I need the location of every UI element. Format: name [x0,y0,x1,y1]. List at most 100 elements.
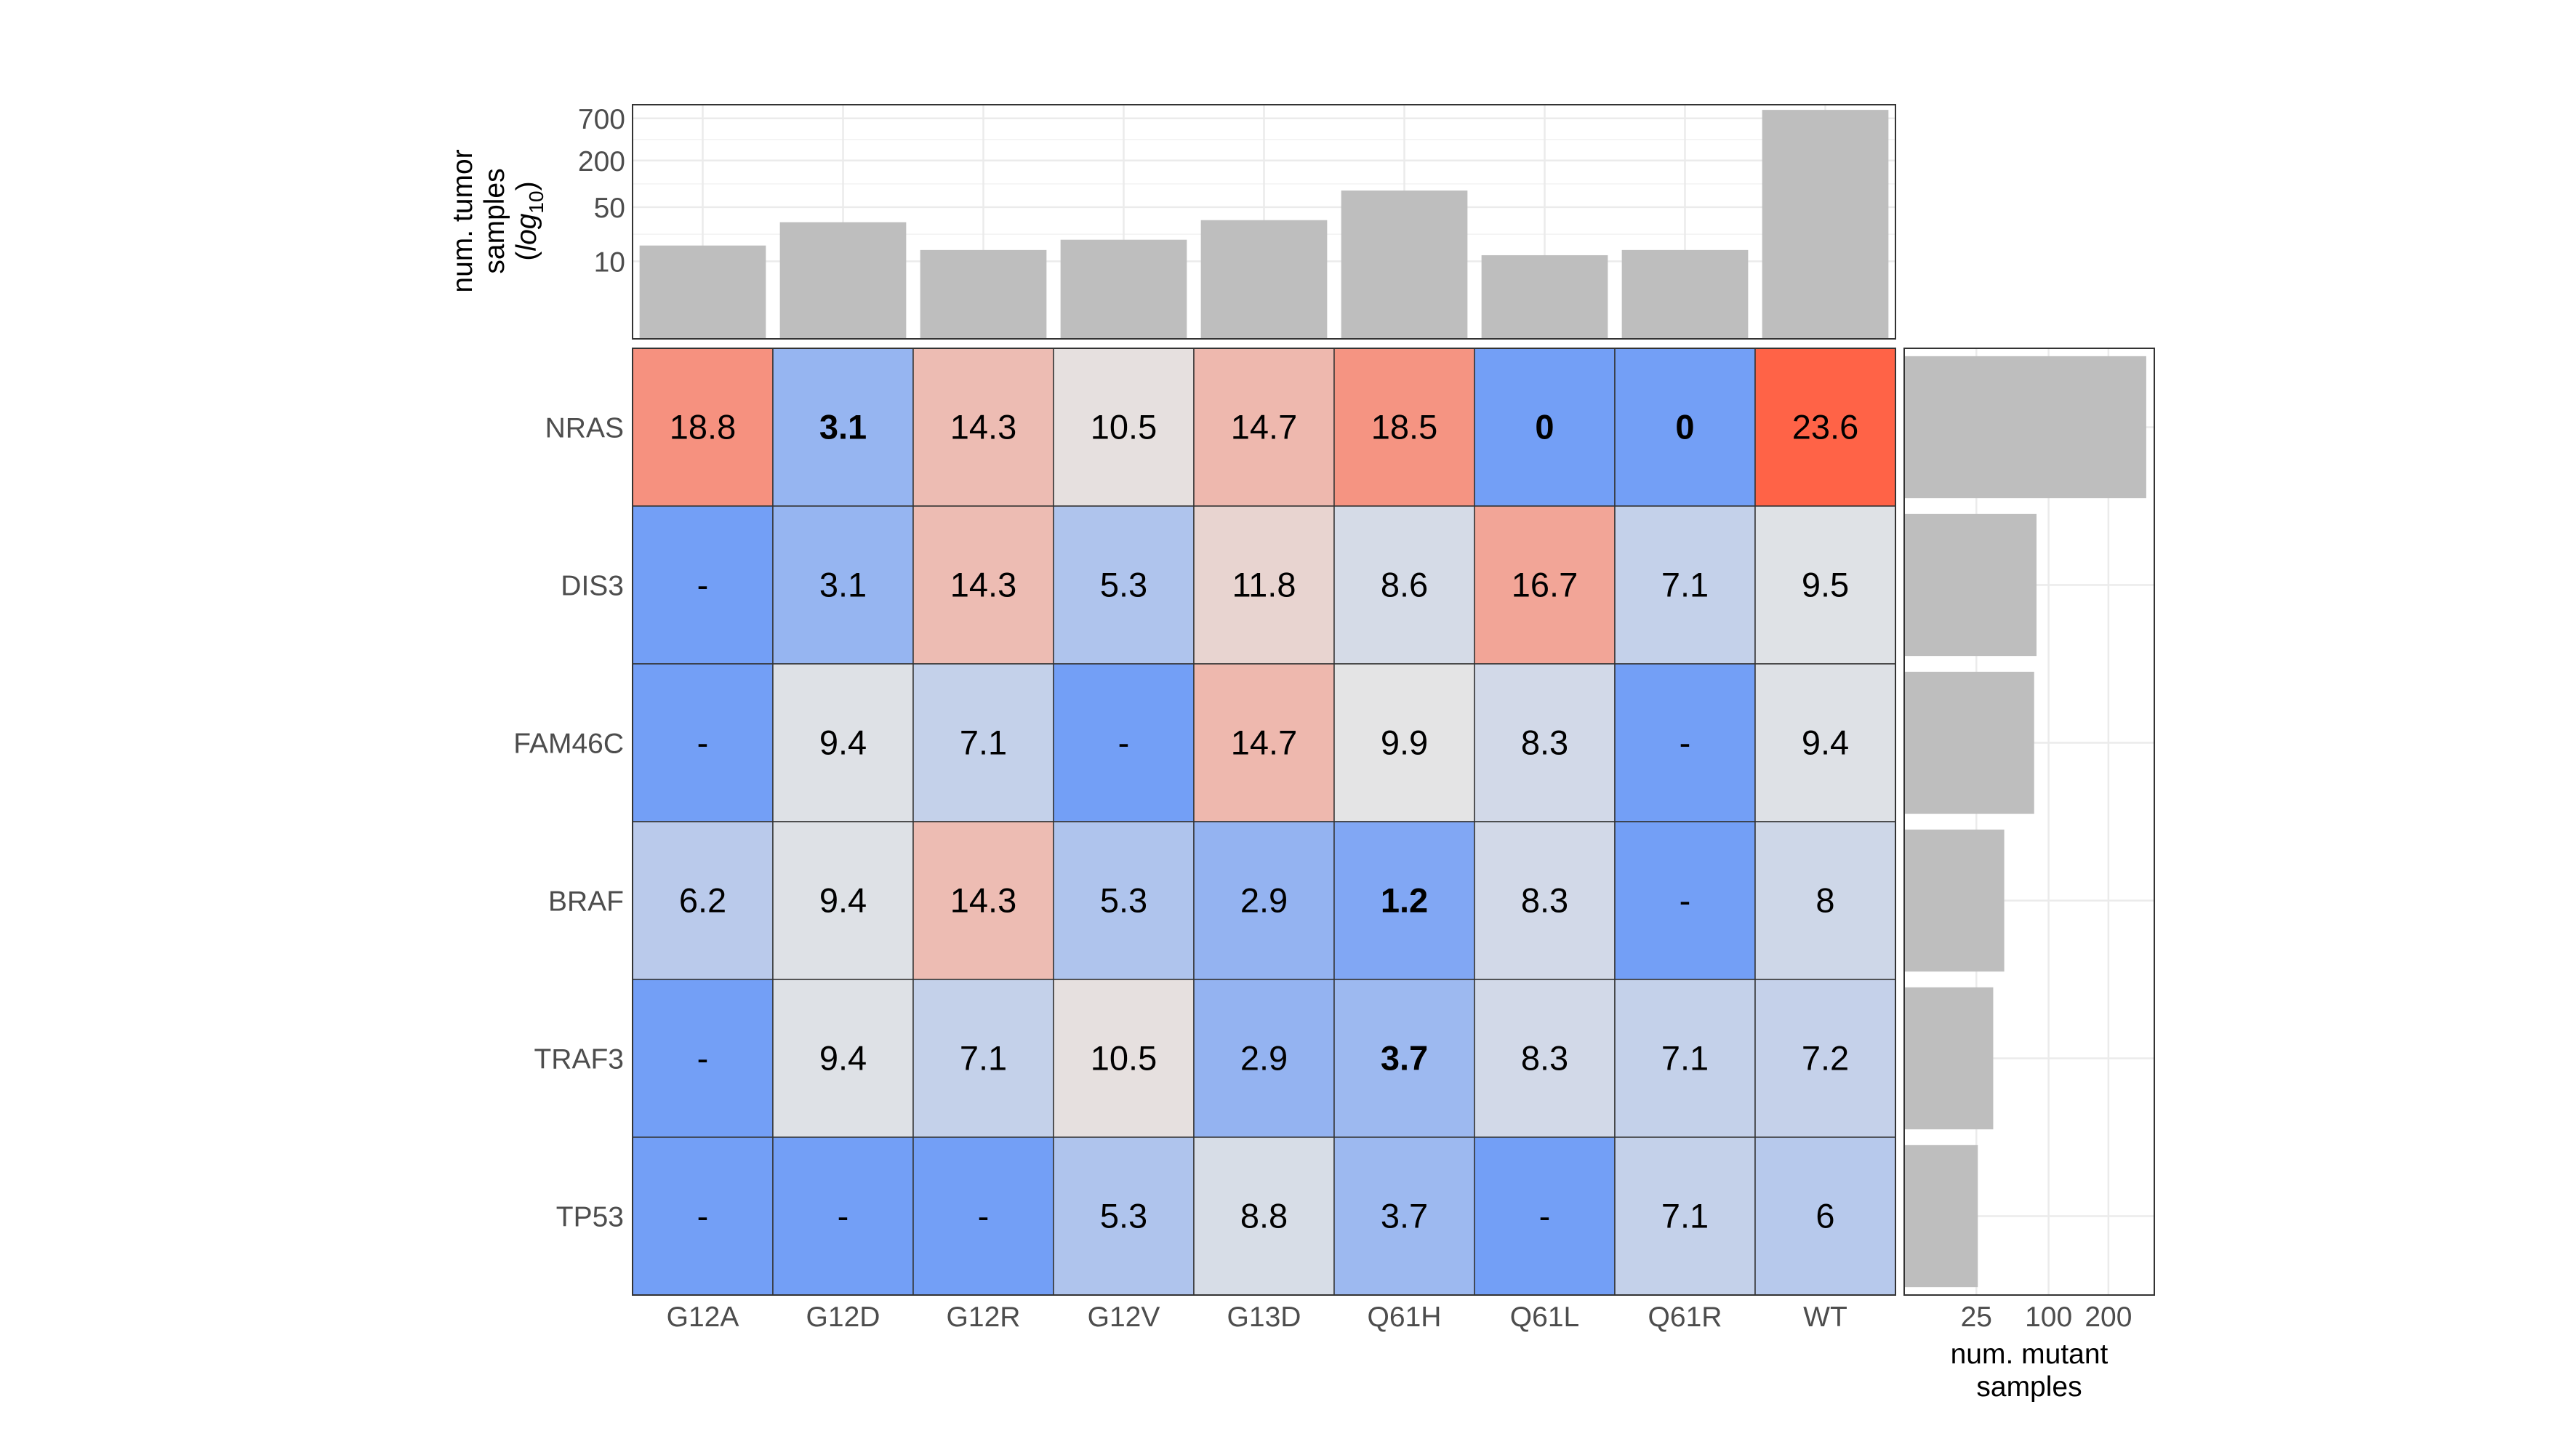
right-bar-braf [1904,829,2005,972]
right-panel-x-ticks: 25 100 200 [1961,1302,2132,1333]
heatmap-cell-braf-q61l [1474,821,1616,980]
heatmap-cell-label-nras-q61r: 0 [1675,408,1694,446]
right-x-title-line-1: num. mutant [1951,1339,2108,1370]
heatmap-row-labels: NRAS DIS3 FAM46C BRAF TRAF3 TP53 [513,413,624,1233]
row-label-fam46c: FAM46C [513,729,624,760]
heatmap-cell-label-dis3-g13d: 11.8 [1232,566,1296,604]
heatmap-cell-label-traf3-q61r: 7.1 [1661,1039,1709,1078]
top-y-title-line-2: samples [479,168,510,273]
right-x-tick-label: 200 [2085,1302,2132,1333]
heatmap-cell-label-braf-q61h: 1.2 [1381,881,1428,920]
heatmap-cell-label-tp53-g12a: - [697,1197,709,1235]
heatmap-cell-tp53-wt [1754,1137,1896,1296]
heatmap-cell-fam46c-g12v [1053,663,1195,822]
heatmap-cell-fam46c-wt [1754,663,1896,822]
heatmap-cell-braf-wt [1754,821,1896,980]
top-y-tick-label: 200 [578,146,625,177]
heatmap-cell-dis3-q61h [1333,505,1475,665]
heatmap-cell-fam46c-g13d [1193,663,1335,822]
heatmap-cell-tp53-g12r [912,1137,1054,1296]
top-y-tick-label: 700 [578,104,625,135]
heatmap-cell-traf3-g12a [632,979,774,1138]
heatmap-cell-label-braf-wt: 8 [1815,881,1834,920]
right-bar-tp53 [1904,1145,1978,1288]
heatmap-cell-label-braf-g12a: 6.2 [679,881,726,920]
column-label-q61r: Q61R [1648,1302,1722,1333]
column-label-q61l: Q61L [1510,1302,1579,1333]
heatmap-cell-label-tp53-g13d: 8.8 [1240,1197,1288,1235]
heatmap-cell-braf-g13d [1193,821,1335,980]
heatmap-cell-traf3-g13d [1193,979,1335,1138]
top-bar-g12v [1060,239,1187,339]
heatmap-cell-label-traf3-g12d: 9.4 [819,1039,867,1078]
heatmap-cell-nras-wt [1754,348,1896,507]
heatmap-cell-label-nras-q61l: 0 [1535,408,1554,446]
heatmap-cell-fam46c-g12r [912,663,1054,822]
heatmap-cell-label-traf3-wt: 7.2 [1802,1039,1849,1078]
heatmap-cell-tp53-g12a [632,1137,774,1296]
heatmap-cell-label-braf-g13d: 2.9 [1240,881,1288,920]
heatmap-cell-dis3-g12d [772,505,914,665]
heatmap-cell-traf3-q61r [1614,979,1756,1138]
column-label-wt: WT [1803,1302,1847,1333]
heatmap-cell-traf3-g12v [1053,979,1195,1138]
heatmap-cell-tp53-q61l [1474,1137,1616,1296]
row-label-tp53: TP53 [556,1202,624,1233]
row-label-dis3: DIS3 [561,571,624,602]
top-bar-wt [1762,110,1889,339]
top-bar-g12r [920,249,1047,339]
heatmap-cell-braf-g12a [632,821,774,980]
heatmap-cell-label-dis3-q61l: 16.7 [1512,566,1578,604]
heatmap-cell-label-nras-wt: 23.6 [1792,408,1858,446]
heatmap-cell-braf-g12d [772,821,914,980]
top-y-title-close-paren: ) [511,181,542,191]
top-bar-q61l [1481,254,1608,339]
column-label-q61h: Q61H [1368,1302,1442,1333]
heatmap-cell-fam46c-q61h [1333,663,1475,822]
heatmap-cell-nras-g12a [632,348,774,507]
heatmap-column-labels: G12A G12D G12R G12V G13D Q61H Q61L Q61R WT [667,1302,1847,1333]
heatmap-cell-tp53-g12d [772,1137,914,1296]
heatmap-cell-label-dis3-q61h: 8.6 [1381,566,1428,604]
top-panel-y-ticks: 10 50 200 700 [578,104,625,278]
top-y-title-line-1: num. tumor [447,149,478,292]
right-bar-fam46c [1904,671,2034,814]
right-bar-nras [1904,356,2146,499]
heatmap-cell-label-braf-g12v: 5.3 [1100,881,1147,920]
column-label-g12r: G12R [947,1302,1021,1333]
heatmap-cell-label-tp53-g12r: - [978,1197,990,1235]
heatmap-cell-label-nras-q61h: 18.5 [1371,408,1437,446]
right-bar-traf3 [1904,987,1994,1130]
heatmap-cell-nras-g13d [1193,348,1335,507]
heatmap-cell-label-tp53-g12d: - [838,1197,849,1235]
heatmap-cell-label-fam46c-g12r: 7.1 [960,723,1007,762]
right-panel-border [1903,348,2155,1296]
heatmap-cell-label-dis3-g12v: 5.3 [1100,566,1147,604]
heatmap-cell-label-nras-g12d: 3.1 [819,408,867,446]
heatmap-cell-label-tp53-q61l: - [1539,1197,1551,1235]
heatmap-cell-nras-q61r [1614,348,1756,507]
heatmap-cell-label-fam46c-g13d: 14.7 [1231,723,1297,762]
top-bar-q61h [1341,191,1468,339]
heatmap-cell-label-traf3-g12r: 7.1 [960,1039,1007,1078]
right-bar-panel: 25 100 200 num. mutant samples [1903,348,2155,1403]
top-panel-y-axis-title: num. tumor samples (log10) [447,149,547,292]
heatmap-cell-label-dis3-q61r: 7.1 [1661,566,1709,604]
column-label-g12a: G12A [667,1302,739,1333]
heatmap-cell-nras-q61l [1474,348,1616,507]
right-x-title-line-2: samples [1976,1371,2082,1403]
heatmap-cell-dis3-g12a [632,505,774,665]
heatmap-cell-label-dis3-g12r: 14.3 [950,566,1016,604]
heatmap-cell-label-nras-g12v: 10.5 [1091,408,1157,446]
heatmap-cell-label-dis3-g12a: - [697,566,709,604]
top-y-title-open-paren: ( [511,252,542,261]
heatmap-cell-dis3-g13d [1193,505,1335,665]
top-y-tick-label: 10 [594,246,625,278]
heatmap-cell-label-fam46c-g12d: 9.4 [819,723,867,762]
right-panel-background [1904,348,2154,1295]
top-y-title-line-3: (log10) [511,181,547,260]
right-x-tick-label: 25 [1961,1302,1992,1333]
right-x-tick-label: 100 [2025,1302,2072,1333]
heatmap-cells [632,348,1896,1296]
